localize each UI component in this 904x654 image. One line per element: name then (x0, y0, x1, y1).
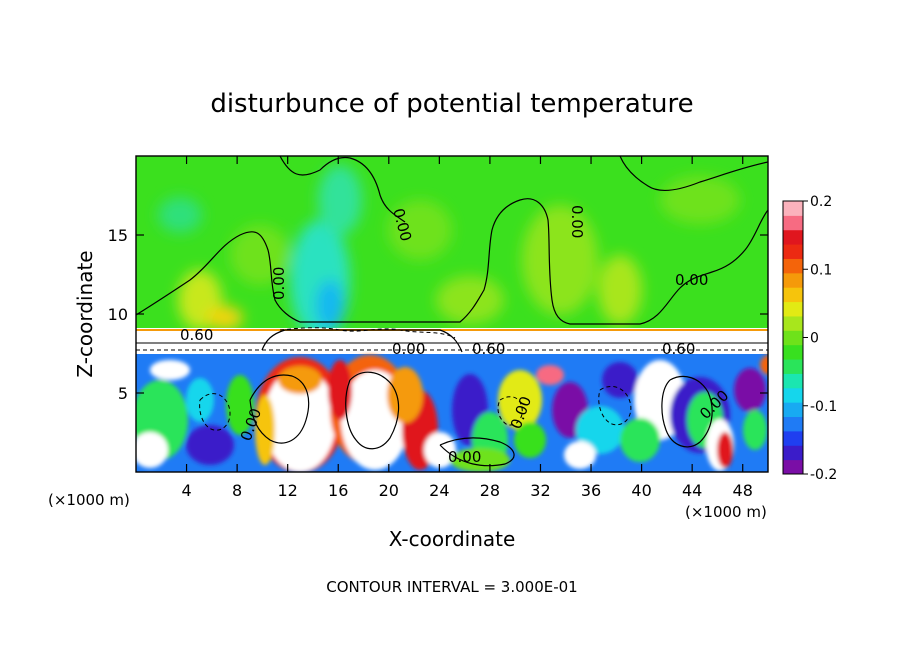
contour-label: 0.00 (270, 267, 288, 300)
y-tick-label: 10 (108, 305, 128, 324)
colorbar-swatch (783, 402, 803, 418)
contour-interval-note: CONTOUR INTERVAL = 3.000E-01 (326, 578, 577, 596)
contour-label: 0.60 (180, 326, 213, 344)
colorbar-swatch (783, 359, 803, 374)
x-tick-label: 48 (733, 481, 753, 500)
colorbar-swatch (783, 258, 803, 274)
colorbar-tick-label: 0.2 (810, 194, 832, 210)
contour-label: 0.60 (662, 340, 695, 358)
y-tick-label: 5 (118, 384, 128, 403)
x-axis: 4 8 12 16 20 24 28 32 36 40 44 48 (181, 156, 753, 500)
contour-label: 0.00 (675, 271, 708, 289)
x-tick-label: 4 (181, 481, 191, 500)
colorbar-tick-label: -0.2 (810, 467, 837, 483)
colorbar-swatch (783, 229, 803, 245)
colorbar-tick-label: 0.1 (810, 262, 832, 278)
x-tick-label: 40 (631, 481, 651, 500)
contour-label: 0.00 (568, 205, 586, 238)
colorbar-swatch (783, 201, 803, 216)
colorbar-tick-label: 0 (810, 331, 819, 347)
x-axis-label: X-coordinate (389, 527, 516, 551)
x-tick-label: 32 (530, 481, 550, 500)
x-tick-label: 8 (232, 481, 242, 500)
x-tick-label: 44 (682, 481, 702, 500)
heatmap-field: 0.60 0.00 0.00 0.00 0.00 0.60 0.00 0.60 … (136, 156, 768, 472)
contour-label: 0.00 (392, 340, 425, 358)
colorbar-swatch (783, 373, 803, 389)
colorbar-swatch (783, 215, 803, 231)
y-axis-label: Z-coordinate (73, 250, 97, 377)
colorbar-swatch (783, 430, 803, 446)
colorbar-swatch (783, 459, 803, 475)
y-axis: 5 10 15 (108, 226, 768, 403)
colorbar-swatch (783, 287, 803, 303)
x-tick-label: 20 (379, 481, 399, 500)
x-tick-label: 24 (429, 481, 449, 500)
x-tick-label: 28 (480, 481, 500, 500)
contour-label: 0.00 (448, 448, 481, 466)
x-tick-label: 36 (581, 481, 601, 500)
colorbar-swatch (783, 416, 803, 432)
chart-title: disturbunce of potential temperature (210, 89, 693, 119)
colorbar-swatch (783, 315, 803, 331)
colorbar-swatch (783, 301, 803, 317)
x-unit-right: (×1000 m) (685, 503, 767, 521)
colorbar-swatch (783, 344, 803, 360)
x-tick-label: 16 (328, 481, 348, 500)
colorbar-swatch (783, 272, 803, 288)
x-unit-left: (×1000 m) (48, 491, 130, 509)
colorbar-swatch (783, 330, 803, 346)
contour-label: 0.60 (472, 340, 505, 358)
colorbar-swatch (783, 244, 803, 259)
colorbar-tick-label: -0.1 (810, 399, 837, 415)
x-tick-label: 12 (278, 481, 298, 500)
y-tick-label: 15 (108, 226, 128, 245)
colorbar-swatch (783, 445, 803, 461)
colorbar: 0.2 0.1 0 -0.1 -0.2 (782, 194, 837, 483)
colorbar-swatch (783, 387, 803, 403)
